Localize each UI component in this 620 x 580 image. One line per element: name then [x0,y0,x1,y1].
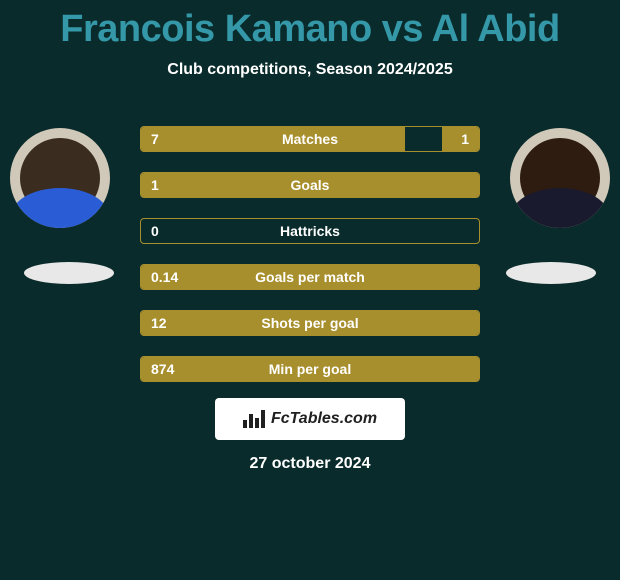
page-title: Francois Kamano vs Al Abid [0,0,620,51]
stat-label: Shots per goal [141,311,479,335]
stats-bars: 7 1 Matches 1 Goals 0 Hattricks 0.14 Goa… [140,126,480,402]
stat-label: Matches [141,127,479,151]
stat-row-matches: 7 1 Matches [140,126,480,152]
watermark-text: FcTables.com [271,410,377,428]
stat-label: Goals [141,173,479,197]
stat-row-hattricks: 0 Hattricks [140,218,480,244]
stat-row-goals: 1 Goals [140,172,480,198]
player-right-flag [506,262,596,284]
subtitle: Club competitions, Season 2024/2025 [0,61,620,79]
player-right-avatar [510,128,610,228]
watermark: FcTables.com [215,398,405,440]
date-line: 27 october 2024 [0,455,620,473]
stat-label: Min per goal [141,357,479,381]
stat-row-min-per-goal: 874 Min per goal [140,356,480,382]
player-left-avatar [10,128,110,228]
stat-row-goals-per-match: 0.14 Goals per match [140,264,480,290]
player-left-flag [24,262,114,284]
stat-row-shots-per-goal: 12 Shots per goal [140,310,480,336]
stat-label: Goals per match [141,265,479,289]
watermark-logo-icon [243,410,265,428]
stat-label: Hattricks [141,219,479,243]
